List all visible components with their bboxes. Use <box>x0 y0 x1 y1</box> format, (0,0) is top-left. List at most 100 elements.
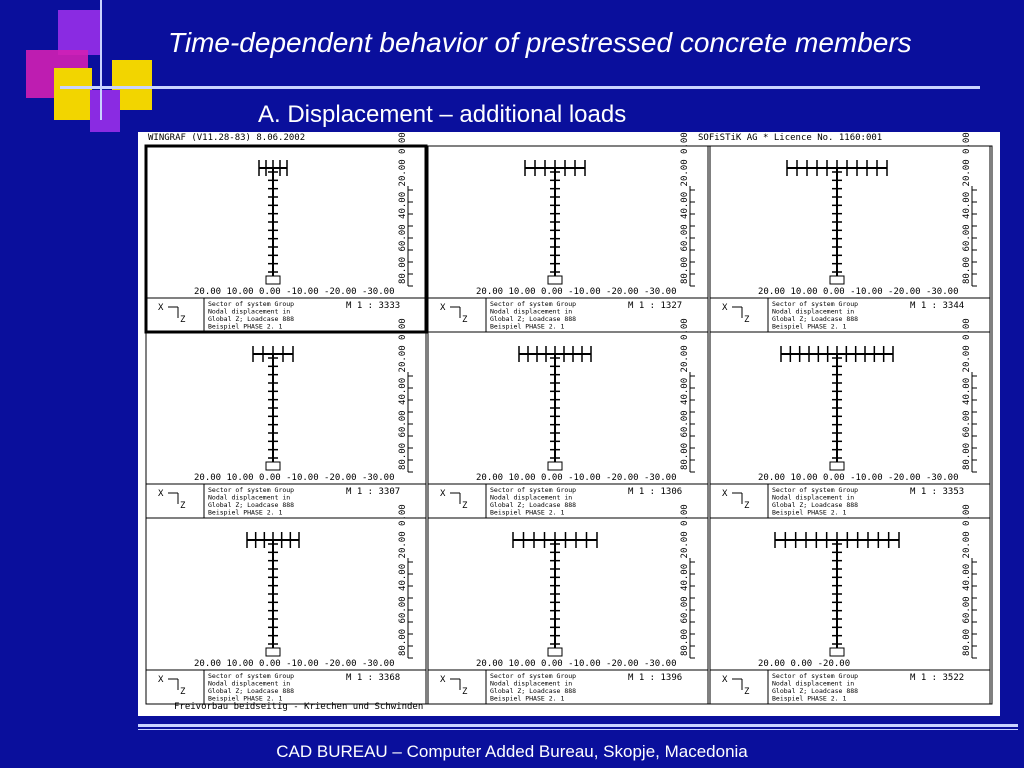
info-line: Beispiel PHASE 2. 1 <box>208 323 282 331</box>
info-line: Sector of system Group <box>490 672 576 680</box>
y-axis-label: 80.00 60.00 40.00 20.00 0.00 <box>680 504 690 656</box>
title-divider <box>60 86 980 89</box>
axis-glyph-x: X <box>158 675 164 685</box>
info-line: Global Z; Loadcase 888 <box>772 501 858 509</box>
axis-glyph-x: X <box>440 303 446 313</box>
info-line: Global Z; Loadcase 888 <box>208 315 294 323</box>
info-line: Sector of system Group <box>208 300 294 308</box>
axis-glyph-x: X <box>158 303 164 313</box>
sheet-scale: M 1 : 1327 <box>628 301 682 311</box>
axis-glyph-z: Z <box>180 501 186 511</box>
decor-block-yellow-left <box>54 68 92 120</box>
info-line: Sector of system Group <box>208 486 294 494</box>
y-axis-label: 80.00 60.00 40.00 20.00 0.00 <box>680 132 690 284</box>
x-axis-label: 20.00 10.00 0.00 -10.00 -20.00 -30.00 <box>758 287 958 297</box>
info-line: Nodal displacement in <box>208 494 290 502</box>
x-axis-label: 20.00 10.00 0.00 -10.00 -20.00 -30.00 <box>476 287 676 297</box>
pier-foundation <box>547 647 563 657</box>
info-line: Nodal displacement in <box>208 308 290 316</box>
pier-foundation <box>829 461 845 471</box>
x-axis-label: 20.00 0.00 -20.00 <box>758 659 850 669</box>
info-line: Sector of system Group <box>772 300 858 308</box>
info-line: Nodal displacement in <box>208 680 290 688</box>
info-line: Beispiel PHASE 2. 1 <box>490 323 564 331</box>
info-line: Beispiel PHASE 2. 1 <box>772 323 846 331</box>
x-axis-label: 20.00 10.00 0.00 -10.00 -20.00 -30.00 <box>194 473 394 483</box>
y-axis-label: 80.00 60.00 40.00 20.00 0.00 <box>962 132 972 284</box>
info-line: Global Z; Loadcase 888 <box>772 315 858 323</box>
info-line: Beispiel PHASE 2. 1 <box>208 695 282 703</box>
info-line: Beispiel PHASE 2. 1 <box>490 509 564 517</box>
info-line: Sector of system Group <box>772 672 858 680</box>
y-axis-label: 80.00 60.00 40.00 20.00 0.00 <box>398 318 408 470</box>
axis-glyph-x: X <box>158 489 164 499</box>
y-axis-label: 80.00 60.00 40.00 20.00 0.00 <box>398 504 408 656</box>
info-line: Nodal displacement in <box>772 308 854 316</box>
info-line: Nodal displacement in <box>772 680 854 688</box>
axis-glyph-z: Z <box>462 501 468 511</box>
axis-glyph-z: Z <box>462 315 468 325</box>
sheet-scale: M 1 : 3522 <box>910 673 964 683</box>
info-line: Nodal displacement in <box>772 494 854 502</box>
axis-glyph-x: X <box>722 489 728 499</box>
sheet-scale: M 1 : 3368 <box>346 673 400 683</box>
info-line: Global Z; Loadcase 888 <box>490 687 576 695</box>
panel-border <box>145 517 427 705</box>
y-axis-label: 80.00 60.00 40.00 20.00 0.00 <box>962 318 972 470</box>
x-axis-label: 20.00 10.00 0.00 -10.00 -20.00 -30.00 <box>758 473 958 483</box>
info-line: Global Z; Loadcase 888 <box>208 687 294 695</box>
axis-glyph-z: Z <box>180 687 186 697</box>
footer-divider <box>138 724 1018 727</box>
info-line: Beispiel PHASE 2. 1 <box>772 695 846 703</box>
info-line: Beispiel PHASE 2. 1 <box>208 509 282 517</box>
decor-block-purple <box>58 10 100 55</box>
sheet-scale: M 1 : 3307 <box>346 487 400 497</box>
info-line: Nodal displacement in <box>490 494 572 502</box>
pier-foundation <box>265 275 281 285</box>
info-line: Nodal displacement in <box>490 680 572 688</box>
y-axis-label: 80.00 60.00 40.00 20.00 0.00 <box>680 318 690 470</box>
axis-glyph-z: Z <box>744 501 750 511</box>
info-line: Sector of system Group <box>772 486 858 494</box>
x-axis-label: 20.00 10.00 0.00 -10.00 -20.00 -30.00 <box>194 287 394 297</box>
decor-block-purple-small <box>90 90 120 132</box>
axis-glyph-x: X <box>722 675 728 685</box>
axis-glyph-x: X <box>440 489 446 499</box>
plot-grid: 80.00 60.00 40.00 20.00 0.00 20.00 10.00 … <box>144 132 993 705</box>
info-line: Sector of system Group <box>490 486 576 494</box>
info-line: Global Z; Loadcase 888 <box>772 687 858 695</box>
info-line: Sector of system Group <box>208 672 294 680</box>
slide-title: Time-dependent behavior of prestressed c… <box>168 27 912 58</box>
pier-foundation <box>829 275 845 285</box>
axis-glyph-x: X <box>440 675 446 685</box>
sheet-scale: M 1 : 3353 <box>910 487 964 497</box>
y-axis-label: 80.00 60.00 40.00 20.00 0.00 <box>962 504 972 656</box>
displacement-plot-figure: 80.00 60.00 40.00 20.00 0.00 20.00 10.00 … <box>138 132 1000 716</box>
pier-foundation <box>265 647 281 657</box>
figure-caption: Freivorbau beidseitig - Kriechen und Sch… <box>174 702 424 712</box>
x-axis-label: 20.00 10.00 0.00 -10.00 -20.00 -30.00 <box>476 659 676 669</box>
panel-border <box>709 517 991 705</box>
sheet-scale: M 1 : 1396 <box>628 673 682 683</box>
sheet-scale: M 1 : 3333 <box>346 301 400 311</box>
info-line: Nodal displacement in <box>490 308 572 316</box>
sheet-scale: M 1 : 1306 <box>628 487 682 497</box>
axis-glyph-z: Z <box>744 687 750 697</box>
info-line: Global Z; Loadcase 888 <box>208 501 294 509</box>
info-line: Beispiel PHASE 2. 1 <box>490 695 564 703</box>
pier-foundation <box>829 647 845 657</box>
info-line: Global Z; Loadcase 888 <box>490 315 576 323</box>
axis-glyph-z: Z <box>462 687 468 697</box>
pier-foundation <box>265 461 281 471</box>
info-line: Beispiel PHASE 2. 1 <box>772 509 846 517</box>
sheet-scale: M 1 : 3344 <box>910 301 964 311</box>
figure-header-left: WINGRAF (V11.28-83) 8.06.2002 <box>148 133 306 143</box>
figure-header-right: SOFiSTiK AG * Licence No. 1160:001 <box>698 133 883 143</box>
info-line: Sector of system Group <box>490 300 576 308</box>
panel-border <box>427 517 709 705</box>
footer-divider-thin <box>138 729 1018 730</box>
x-axis-label: 20.00 10.00 0.00 -10.00 -20.00 -30.00 <box>476 473 676 483</box>
pier-foundation <box>547 461 563 471</box>
slide-subtitle: A. Displacement – additional loads <box>258 101 627 128</box>
axis-glyph-x: X <box>722 303 728 313</box>
